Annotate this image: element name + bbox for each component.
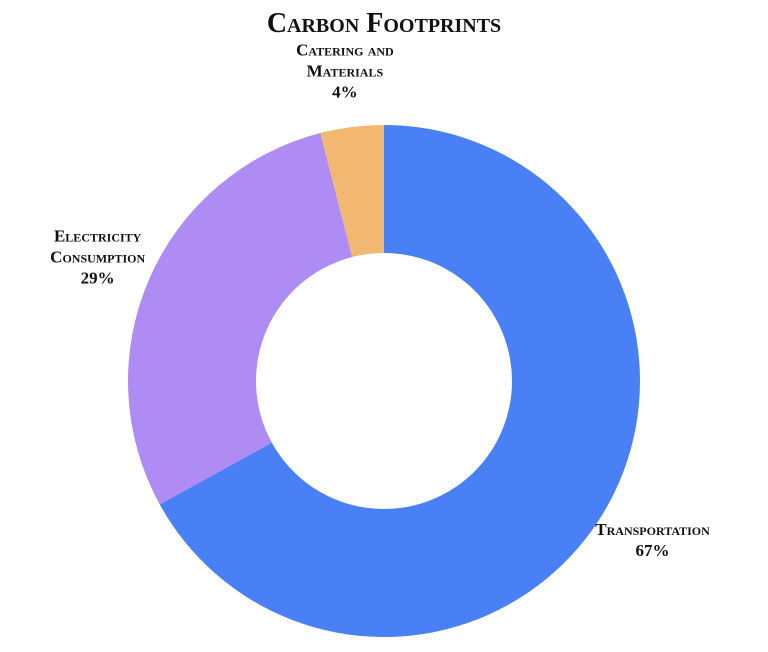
slice-name: Catering and Materials <box>296 40 394 81</box>
donut-slice <box>127 133 353 505</box>
slice-label: Electricity Consumption 29% <box>23 226 173 289</box>
slice-value: 67% <box>635 540 670 560</box>
slice-label: Transportation 67% <box>578 519 728 561</box>
donut-slice <box>320 125 384 258</box>
slice-name: Electricity Consumption <box>50 226 146 267</box>
chart-title: Carbon Footprints <box>266 8 502 39</box>
slice-value: 29% <box>80 268 115 288</box>
slice-label: Catering and Materials 4% <box>270 40 420 103</box>
donut-slice <box>159 125 640 637</box>
slice-name: Transportation <box>595 519 710 539</box>
slice-value: 4% <box>332 82 358 102</box>
